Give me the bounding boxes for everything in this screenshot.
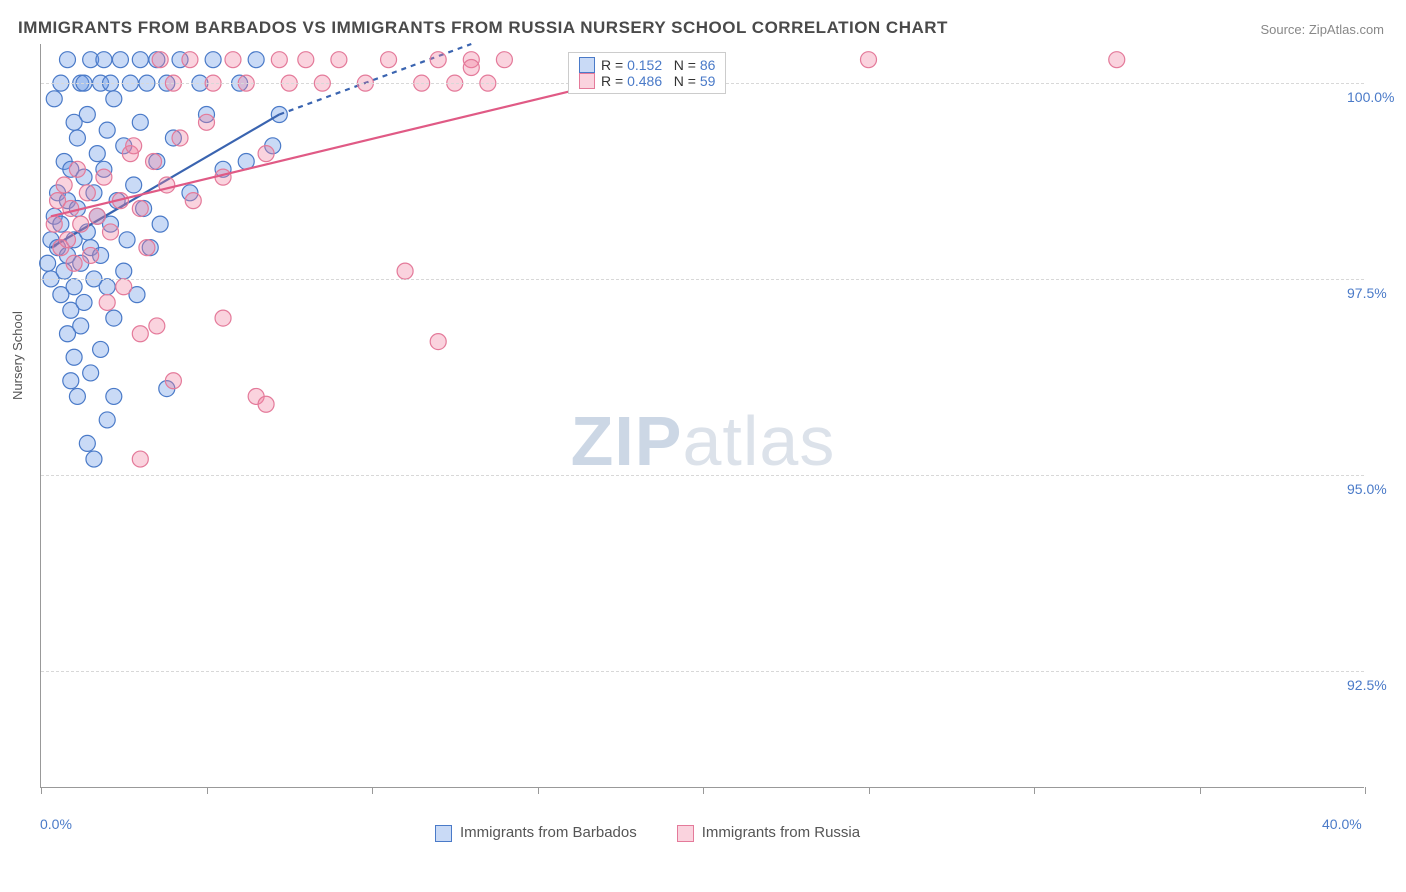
legend-label: Immigrants from Russia: [702, 824, 860, 841]
legend-item: Immigrants from Russia: [677, 824, 860, 842]
legend-label: Immigrants from Barbados: [460, 824, 637, 841]
legend-swatch: [579, 73, 595, 89]
y-axis-label: Nursery School: [10, 311, 25, 400]
legend-stats: R = 0.152 N = 86: [601, 57, 715, 73]
legend-swatch: [677, 825, 694, 842]
y-tick-label: 95.0%: [1347, 481, 1387, 497]
legend-stats: R = 0.486 N = 59: [601, 73, 715, 89]
legend-swatch: [435, 825, 452, 842]
series-legend: Immigrants from Barbados Immigrants from …: [435, 824, 860, 842]
correlation-legend: R = 0.152 N = 86R = 0.486 N = 59: [568, 52, 726, 94]
legend-row: R = 0.486 N = 59: [579, 73, 715, 89]
source-attribution: Source: ZipAtlas.com: [1260, 22, 1384, 37]
plot-area: ZIPatlas 92.5%95.0%97.5%100.0%: [40, 44, 1364, 788]
chart-title: IMMIGRANTS FROM BARBADOS VS IMMIGRANTS F…: [18, 18, 948, 38]
x-tick-label: 0.0%: [40, 816, 72, 832]
legend-swatch: [579, 57, 595, 73]
y-tick-label: 97.5%: [1347, 285, 1387, 301]
scatter-svg: [41, 44, 1365, 788]
y-tick-label: 92.5%: [1347, 677, 1387, 693]
y-tick-label: 100.0%: [1347, 89, 1394, 105]
x-tick-label: 40.0%: [1322, 816, 1362, 832]
legend-row: R = 0.152 N = 86: [579, 57, 715, 73]
legend-item: Immigrants from Barbados: [435, 824, 637, 842]
